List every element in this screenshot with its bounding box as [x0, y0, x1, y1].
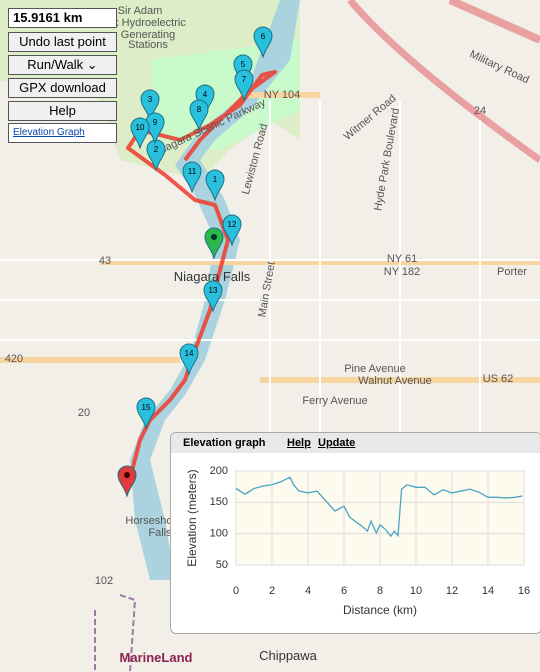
map-label: Stations — [128, 39, 168, 51]
map-label: 43 — [99, 255, 111, 267]
marker-number: 14 — [185, 349, 194, 358]
map-label: Chippawa — [259, 648, 318, 663]
map-label: Ferry Avenue — [302, 395, 367, 407]
x-tick-label: 16 — [518, 585, 530, 597]
x-tick-label: 0 — [233, 585, 239, 597]
marker-number: 12 — [228, 220, 237, 229]
panel-help[interactable]: Help — [287, 437, 311, 449]
marker-number: 9 — [153, 118, 158, 127]
highway — [448, 0, 540, 44]
waypoint-marker — [179, 343, 199, 376]
waypoint-marker — [205, 169, 225, 202]
waypoint-marker — [189, 99, 209, 132]
x-tick-label: 12 — [446, 585, 458, 597]
waypoint-marker — [136, 397, 156, 430]
y-tick-label: 50 — [216, 559, 228, 571]
elevation-link[interactable]: Elevation Graph — [8, 123, 117, 143]
panel-title: Elevation graph — [183, 437, 266, 449]
x-tick-label: 2 — [269, 585, 275, 597]
map-label: NY 182 — [384, 266, 421, 278]
marker-dot — [124, 472, 130, 478]
panel-header: Elevation graph Help Update — [171, 433, 540, 453]
map-label: Beck Hydroelectric — [94, 17, 186, 29]
waypoint-marker — [253, 26, 273, 59]
help-button[interactable]: Help — [8, 101, 117, 121]
y-tick-label: 100 — [210, 528, 228, 540]
marker-number: 6 — [261, 32, 266, 41]
marker-number: 15 — [142, 403, 151, 412]
y-axis-title: Elevation (meters) — [185, 469, 199, 566]
marker-number: 5 — [241, 60, 246, 69]
marker-dot — [211, 234, 217, 240]
x-tick-label: 10 — [410, 585, 422, 597]
x-axis-title: Distance (km) — [343, 603, 417, 617]
map-label: 20 — [78, 407, 90, 419]
map-label: Horseshoe — [125, 515, 178, 527]
map-label: MarineLand — [120, 650, 193, 665]
x-tick-label: 14 — [482, 585, 494, 597]
route — [125, 70, 277, 491]
waypoint-marker — [140, 89, 160, 122]
waypoint-marker — [234, 69, 254, 102]
highway — [347, 0, 540, 163]
map-label: Niagara Falls — [174, 269, 251, 284]
elevation-chart: 50 100 150 200 0 2 4 6 8 10 12 14 16 Distance (km) Ele… — [185, 465, 530, 617]
map-label: Sir Adam — [118, 5, 163, 17]
map-label: US 62 — [483, 373, 514, 385]
x-tick-label: 4 — [305, 585, 311, 597]
map-label: 420 — [5, 353, 23, 365]
marker-number: 11 — [188, 167, 197, 176]
gpx-button[interactable]: GPX download — [8, 78, 117, 98]
waypoint-marker — [203, 280, 223, 313]
panel-update[interactable]: Update — [318, 437, 356, 449]
map-label: Falls — [148, 527, 172, 539]
boundary — [94, 594, 137, 672]
undo-button[interactable]: Undo last point — [8, 32, 117, 52]
mode-value: Run/Walk — [27, 57, 84, 72]
x-tick-label: 6 — [341, 585, 347, 597]
map-label: 24 — [474, 105, 486, 117]
marker-number: 13 — [209, 286, 218, 295]
elevation-panel: Elevation graph Help Update 50 100 150 200 0… — [170, 432, 540, 634]
x-tick-label: 8 — [377, 585, 383, 597]
marker-number: 3 — [148, 95, 153, 104]
waypoint-marker — [182, 161, 202, 194]
map-label: Porter — [497, 266, 527, 278]
start-marker — [204, 227, 224, 260]
map-label: NY 104 — [264, 89, 301, 101]
map-label: NY 61 — [387, 253, 417, 265]
map-label: Pine Avenue — [344, 363, 406, 375]
marker-number: 8 — [197, 105, 202, 114]
y-tick-label: 200 — [210, 465, 228, 477]
map-label: Walnut Avenue — [358, 375, 431, 387]
y-tick-label: 150 — [210, 496, 228, 508]
mode-select[interactable]: Run/Walk ⌄ — [8, 55, 117, 75]
marker-number: 7 — [242, 75, 247, 84]
map-label: 102 — [95, 575, 113, 587]
map-label: Generating — [121, 29, 175, 41]
marker-number: 4 — [203, 90, 208, 99]
end-marker — [117, 465, 137, 498]
elevation-line — [235, 476, 523, 538]
marker-number: 1 — [213, 175, 218, 184]
waypoint-marker — [222, 214, 242, 247]
distance-field[interactable]: 15.9161 km — [8, 8, 117, 28]
marker-number: 10 — [136, 123, 145, 132]
waypoint-marker — [130, 117, 150, 150]
street — [0, 100, 540, 440]
marker-number: 2 — [154, 145, 159, 154]
